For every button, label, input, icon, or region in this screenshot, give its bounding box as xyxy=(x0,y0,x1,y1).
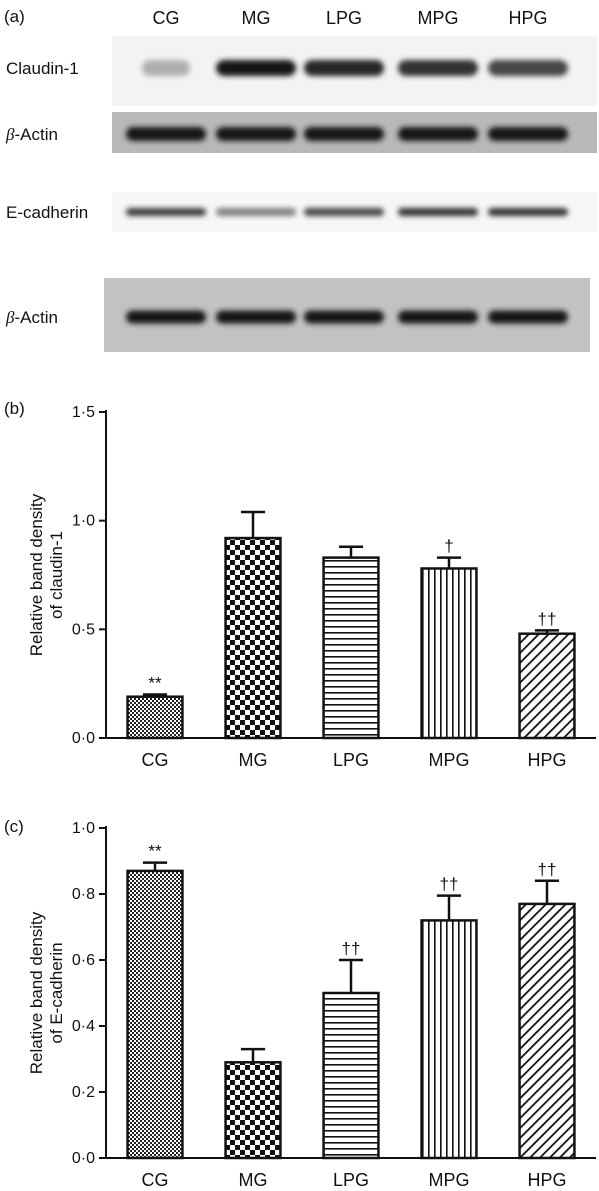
blot-row: β-Actin xyxy=(5,112,597,153)
y-tick-label: 0·5 xyxy=(72,621,95,638)
blot-row: E-cadherin xyxy=(6,192,597,232)
blot-row-label: β-Actin xyxy=(5,308,58,327)
blot-lane-labels: CG MG LPG MPG HPG xyxy=(153,8,548,28)
bar xyxy=(322,556,380,740)
blot-lane-label: CG xyxy=(153,8,180,28)
y-tick-label: 1·0 xyxy=(72,513,95,530)
blot-band xyxy=(304,310,384,324)
significance-marker: †† xyxy=(342,939,361,958)
y-tick-label: 0·4 xyxy=(72,1018,95,1035)
blot-row-label: E-cadherin xyxy=(6,203,88,222)
x-category-label: MG xyxy=(239,1170,268,1190)
y-axis-label-line2: of claudin-1 xyxy=(47,531,66,619)
blot-rows: Claudin-1 β-Actin E-cadherin β-Actin xyxy=(5,36,597,352)
y-tick-label: 0·0 xyxy=(72,730,95,747)
bar xyxy=(420,567,478,740)
significance-marker: †† xyxy=(538,860,557,879)
blot-lane-label: HPG xyxy=(508,8,547,28)
blot-band xyxy=(126,208,206,216)
significance-marker: ** xyxy=(148,674,162,693)
significance-marker: †† xyxy=(440,875,459,894)
blot-row: β-Actin xyxy=(5,278,590,352)
blot-band xyxy=(304,60,384,76)
x-category-label: MPG xyxy=(428,750,469,770)
bar xyxy=(224,1061,282,1160)
significance-marker: † xyxy=(444,537,453,556)
y-tick-label: 1·0 xyxy=(72,820,95,837)
blot-band xyxy=(304,208,384,216)
x-category-label: LPG xyxy=(333,750,369,770)
bar xyxy=(518,902,576,1160)
panel-c-ecadherin-chart: (c) 0·0 0·2 0·4 0·6 0·8 1·0 Relative band dens… xyxy=(4,817,596,1190)
bar xyxy=(518,632,576,740)
blot-band xyxy=(398,60,478,76)
blot-band xyxy=(398,208,478,216)
blot-row: Claudin-1 xyxy=(6,36,597,106)
blot-band xyxy=(216,208,296,216)
blot-row-label: β-Actin xyxy=(5,125,58,144)
panel-a-western-blot: (a) CG MG LPG MPG HPG Claudin-1 β-Actin E-cadh… xyxy=(4,7,597,352)
x-category-label: HPG xyxy=(527,750,566,770)
significance-marker: ** xyxy=(148,842,162,861)
blot-band xyxy=(126,310,206,324)
chart-e-cadherin: 0·0 0·2 0·4 0·6 0·8 1·0 Relative band densityo… xyxy=(27,820,596,1190)
y-axis-label-line1: Relative band density xyxy=(27,493,46,656)
y-axis-label-line1: Relative band density xyxy=(27,911,46,1074)
bar xyxy=(322,991,380,1160)
blot-lane-label: LPG xyxy=(326,8,362,28)
bar xyxy=(224,536,282,740)
y-tick-label: 0·8 xyxy=(72,886,95,903)
blot-band xyxy=(304,127,384,141)
y-axis-label: Relative band densityof E-cadherin xyxy=(27,911,66,1074)
blot-band xyxy=(398,127,478,141)
panel-b-label: (b) xyxy=(4,399,25,418)
y-tick-label: 0·0 xyxy=(72,1150,95,1167)
bar xyxy=(126,869,184,1160)
blot-row-label: Claudin-1 xyxy=(6,59,79,78)
blot-band xyxy=(488,60,568,76)
blot-lane-label: MPG xyxy=(417,8,458,28)
blot-band xyxy=(488,208,568,216)
x-category-label: MG xyxy=(239,750,268,770)
blot-band xyxy=(126,127,206,141)
panel-b-claudin-chart: (b) 0·0 0·5 1·0 1·5 Relative band densityof … xyxy=(4,399,596,770)
y-axis-label: Relative band densityof claudin-1 xyxy=(27,493,66,656)
bar xyxy=(420,919,478,1160)
blot-band xyxy=(398,310,478,324)
x-category-label: HPG xyxy=(527,1170,566,1190)
chart-claudin-1: 0·0 0·5 1·0 1·5 Relative band densityof clau… xyxy=(27,404,596,770)
blot-band xyxy=(216,60,296,76)
blot-lane-label: MG xyxy=(242,8,271,28)
y-tick-label: 0·2 xyxy=(72,1084,95,1101)
x-category-label: CG xyxy=(142,750,169,770)
blot-band xyxy=(142,60,190,76)
blot-band xyxy=(216,310,296,324)
blot-band xyxy=(216,127,296,141)
significance-marker: †† xyxy=(538,609,557,628)
x-category-label: CG xyxy=(142,1170,169,1190)
y-tick-label: 0·6 xyxy=(72,952,95,969)
blot-band xyxy=(488,127,568,141)
y-axis-label-line2: of E-cadherin xyxy=(47,942,66,1043)
bar xyxy=(126,695,184,740)
y-tick-label: 1·5 xyxy=(72,404,95,421)
x-category-label: MPG xyxy=(428,1170,469,1190)
x-category-label: LPG xyxy=(333,1170,369,1190)
blot-band xyxy=(488,310,568,324)
panel-c-label: (c) xyxy=(4,817,24,836)
panel-a-label: (a) xyxy=(4,7,25,26)
